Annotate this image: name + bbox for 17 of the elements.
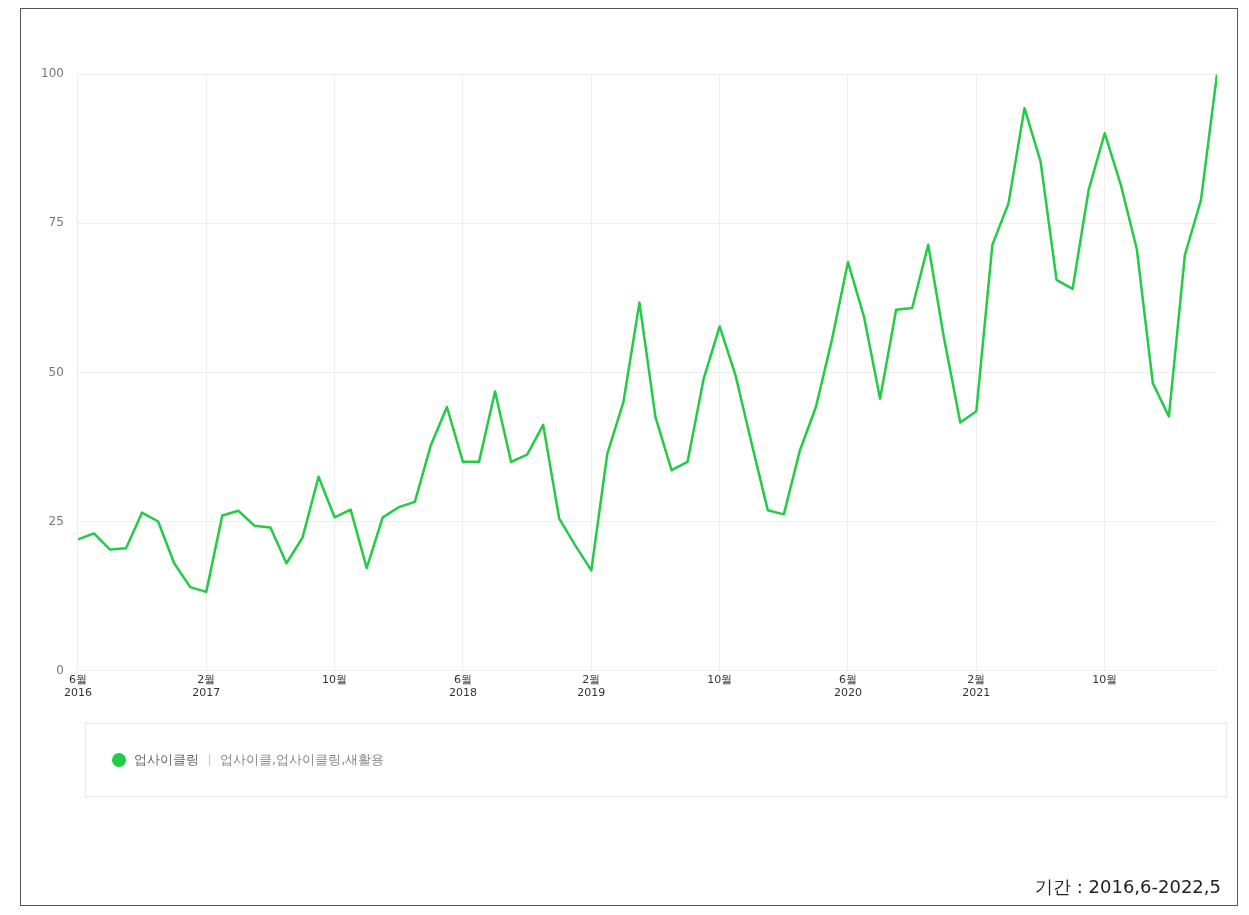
x-tick-label: 10월 <box>707 673 733 687</box>
text: 업사이클,업사이클링,새활용 <box>220 751 385 769</box>
y-tick-label: 0 <box>56 662 64 677</box>
x-tick-label: 2월 2019 <box>577 673 606 700</box>
legend-label: 업사이클링 <box>134 751 199 769</box>
y-tick-label: 50 <box>48 364 64 379</box>
x-tick-label: 10월 <box>1092 673 1118 687</box>
text: 기간 : 2016,6-2022,5 <box>1035 875 1221 899</box>
y-tick-label: 100 <box>41 66 64 81</box>
x-tick-label: 6월 2020 <box>834 673 862 700</box>
y-tick-label: 75 <box>48 215 64 230</box>
y-tick-label: 25 <box>48 513 64 528</box>
x-tick-label: 6월 2016 <box>63 673 92 700</box>
x-tick-label: 10월 <box>322 673 348 687</box>
x-tick-label: 6월 2018 <box>448 673 477 700</box>
x-tick-label: 2월 2021 <box>962 673 991 700</box>
x-tick-label: 2월 2017 <box>192 673 221 700</box>
